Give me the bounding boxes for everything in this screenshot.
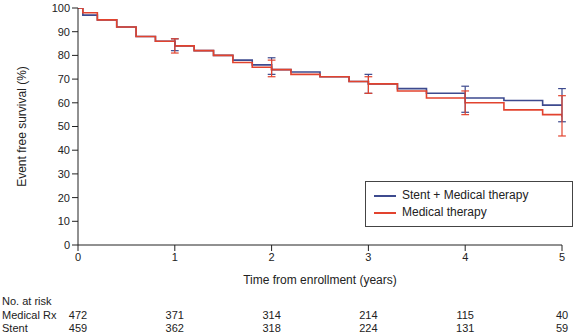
svg-text:318: 318: [262, 322, 280, 334]
svg-text:Time from enrollment (years): Time from enrollment (years): [243, 273, 397, 287]
svg-text:472: 472: [69, 309, 87, 321]
svg-text:1: 1: [172, 251, 178, 263]
svg-text:59: 59: [556, 322, 567, 334]
svg-text:5: 5: [559, 251, 565, 263]
svg-text:214: 214: [359, 309, 377, 321]
svg-text:224: 224: [359, 322, 377, 334]
svg-text:50: 50: [58, 120, 70, 132]
svg-text:3: 3: [365, 251, 371, 263]
svg-text:4: 4: [462, 251, 468, 263]
svg-text:40: 40: [58, 144, 70, 156]
svg-text:20: 20: [58, 192, 70, 204]
svg-text:10: 10: [58, 215, 70, 227]
svg-text:30: 30: [58, 168, 70, 180]
svg-text:70: 70: [58, 73, 70, 85]
svg-text:No. at risk: No. at risk: [8, 295, 52, 307]
svg-text:Stent: Stent: [8, 322, 28, 334]
svg-text:Event free survival (%): Event free survival (%): [15, 66, 29, 187]
svg-text:115: 115: [456, 309, 474, 321]
html-text:Medical therapy: Medical therapy: [402, 205, 487, 219]
svg-text:90: 90: [58, 26, 70, 38]
svg-text:Medical Rx: Medical Rx: [8, 309, 57, 321]
svg-text:459: 459: [69, 322, 87, 334]
html-text:Stent + Medical therapy: Stent + Medical therapy: [402, 188, 529, 202]
svg-text:131: 131: [456, 322, 474, 334]
svg-text:314: 314: [262, 309, 280, 321]
svg-text:80: 80: [58, 49, 70, 61]
svg-text:362: 362: [166, 322, 184, 334]
svg-text:60: 60: [58, 97, 70, 109]
svg-text:371: 371: [166, 309, 184, 321]
svg-text:2: 2: [269, 251, 275, 263]
svg-text:100: 100: [52, 2, 70, 14]
svg-text:0: 0: [64, 239, 70, 251]
svg-text:40: 40: [556, 309, 567, 321]
svg-text:0: 0: [75, 251, 81, 263]
